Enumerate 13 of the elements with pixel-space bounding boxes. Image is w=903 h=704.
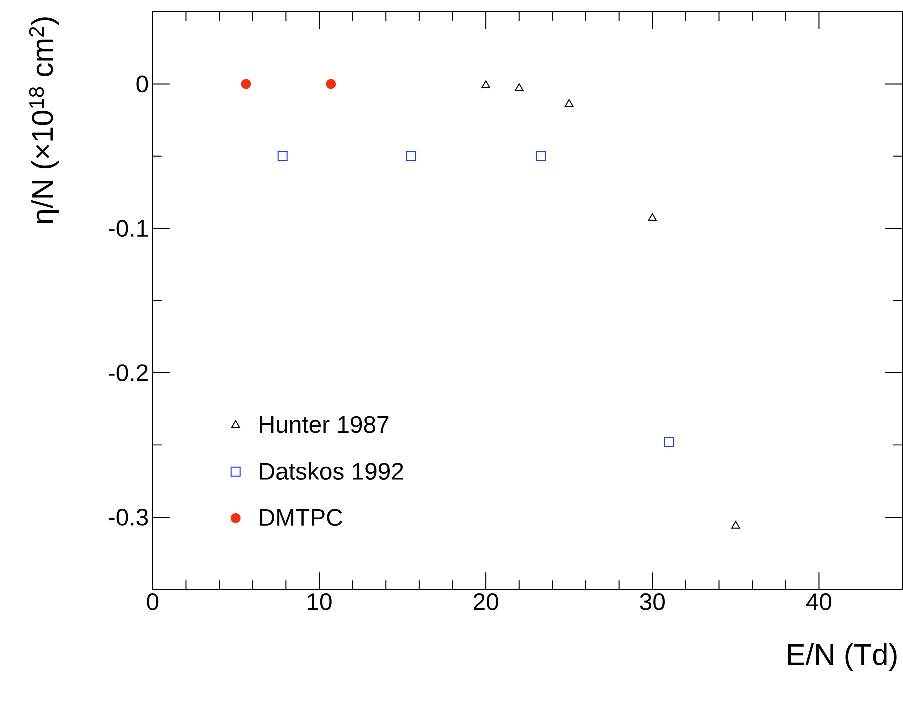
legend-label: DMTPC (260, 509, 342, 526)
y-tick-label: -0.2 (108, 364, 148, 382)
y-axis-title: η/N (×10$^{18}$ cm$^{2}$) (29, 18, 60, 224)
x-tick-label: 30 (640, 594, 665, 611)
x-tick-label: 40 (806, 594, 832, 611)
y-tick-label: -0.3 (108, 509, 148, 526)
x-axis-title: E/N (Td) (788, 644, 897, 672)
legend-label: Datskos 1992 (260, 462, 404, 480)
y-tick-label: -0.1 (108, 220, 148, 238)
y-tick-label: 0 (136, 76, 148, 93)
x-tick-label: 20 (474, 594, 498, 611)
x-tick-label: 10 (308, 594, 332, 611)
legend-label: Hunter 1987 (260, 416, 389, 434)
